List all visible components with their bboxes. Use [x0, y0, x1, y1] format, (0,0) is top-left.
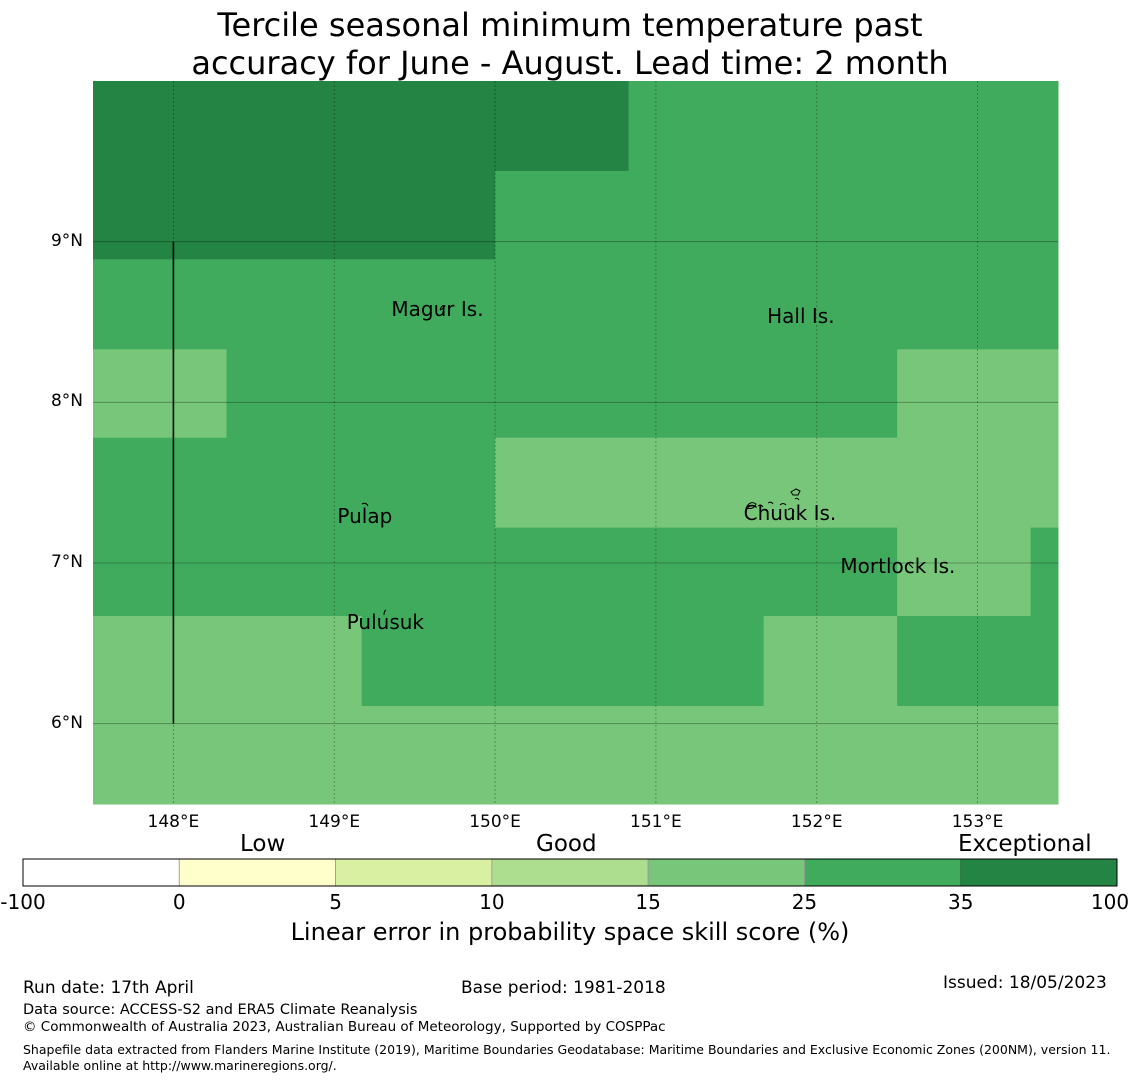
island-outline-chuuk-1 [745, 488, 801, 513]
skill-cell-0 [93, 81, 496, 260]
title-line-2: accuracy for June - August. Lead time: 2… [191, 44, 949, 82]
lat-tick-label: 6°N [50, 712, 83, 733]
colorbar-tick: 10 [479, 890, 505, 914]
island-outline-mortlock [908, 563, 914, 569]
colorbar-category-low: Low [240, 831, 286, 857]
skill-cell-8 [93, 437, 496, 617]
place-label-pulusuk: Pulusuk [346, 610, 425, 635]
island-outlines [361, 305, 914, 616]
skill-cell-1 [495, 81, 630, 172]
island-outline-pulap [361, 502, 369, 507]
colorbar-tick: 25 [791, 890, 818, 914]
colorbar-segment-2 [335, 858, 493, 887]
lon-tick-label: 150°E [469, 812, 521, 832]
skill-cell-11 [897, 527, 1032, 617]
place-label-chuuk-is: Chuuk Is. [743, 501, 837, 526]
run-date: Run date: 17th April [23, 978, 194, 998]
skill-cell-16 [897, 616, 1059, 707]
lat-tick-label: 9°N [50, 230, 83, 251]
skill-cell-13 [93, 616, 363, 707]
skill-cell-4 [93, 259, 496, 350]
skill-cell-15 [763, 616, 898, 707]
lon-tick-label: 153°E [951, 812, 1004, 832]
place-label-pulap: Pulap [337, 504, 393, 529]
lat-tick-label: 8°N [50, 391, 83, 412]
colorbar-category-exceptional: Exceptional [958, 831, 1092, 857]
island-outline-pulusuk [383, 609, 387, 616]
copyright: © Commonwealth of Australia 2023, Austra… [23, 1019, 666, 1035]
data-source: Data source: ACCESS-S2 and ERA5 Climate … [23, 1002, 418, 1018]
colorbar-segment-5 [804, 858, 962, 887]
place-label-mortlock-is: Mortlock Is. [840, 554, 956, 579]
chart-title: Tercile seasonal minimum temperature pas… [0, 6, 1140, 82]
colorbar-segment-6 [960, 858, 1118, 887]
colorbar-segment-3 [491, 858, 649, 887]
island-outline-magur [439, 305, 446, 311]
lon-tick-label: 151°E [630, 812, 682, 832]
colorbar-tick: 5 [329, 890, 342, 914]
issued-date: Issued: 18/05/2023 [943, 973, 1107, 993]
lon-tick-label: 148°E [147, 812, 200, 832]
skill-cell-2 [628, 81, 1059, 172]
skill-cell-12 [1030, 527, 1059, 617]
colorbar-tick: -100 [0, 890, 46, 914]
colorbar-tick: 0 [172, 890, 186, 914]
colorbar-segment-0 [22, 858, 180, 887]
skill-cell-9 [495, 437, 1059, 529]
title-line-1: Tercile seasonal minimum temperature pas… [217, 6, 923, 44]
place-label-hall-is: Hall Is. [767, 303, 835, 328]
lon-tick-label: 149°E [308, 812, 361, 832]
colorbar [22, 858, 1118, 887]
skill-cell-17 [93, 705, 1059, 805]
skill-grid-cells [93, 81, 1059, 805]
lat-tick-label: 7°N [50, 552, 83, 572]
skill-cell-14 [361, 616, 765, 707]
colorbar-tick: 100 [1090, 890, 1130, 914]
skill-cell-5 [93, 349, 227, 439]
colorbar-tick: 15 [635, 890, 661, 914]
base-period: Base period: 1981-2018 [461, 978, 666, 998]
colorbar-category-good: Good [536, 831, 597, 857]
shapefile-credit: Shapefile data extracted from Flanders M… [23, 1042, 1111, 1073]
colorbar-label: Linear error in probability space skill … [290, 918, 850, 946]
colorbar-frame [22, 858, 1118, 887]
colorbar-segment-1 [178, 858, 336, 887]
lon-tick-label: 152°E [790, 812, 843, 832]
colorbar-tick: 35 [947, 890, 974, 914]
colorbar-segment-4 [647, 858, 805, 887]
skill-cell-6 [226, 349, 898, 439]
skill-cell-3 [495, 170, 1059, 350]
place-label-magur-is: Magur Is. [391, 297, 484, 322]
skill-cell-10 [495, 527, 898, 617]
skill-cell-7 [897, 349, 1059, 439]
